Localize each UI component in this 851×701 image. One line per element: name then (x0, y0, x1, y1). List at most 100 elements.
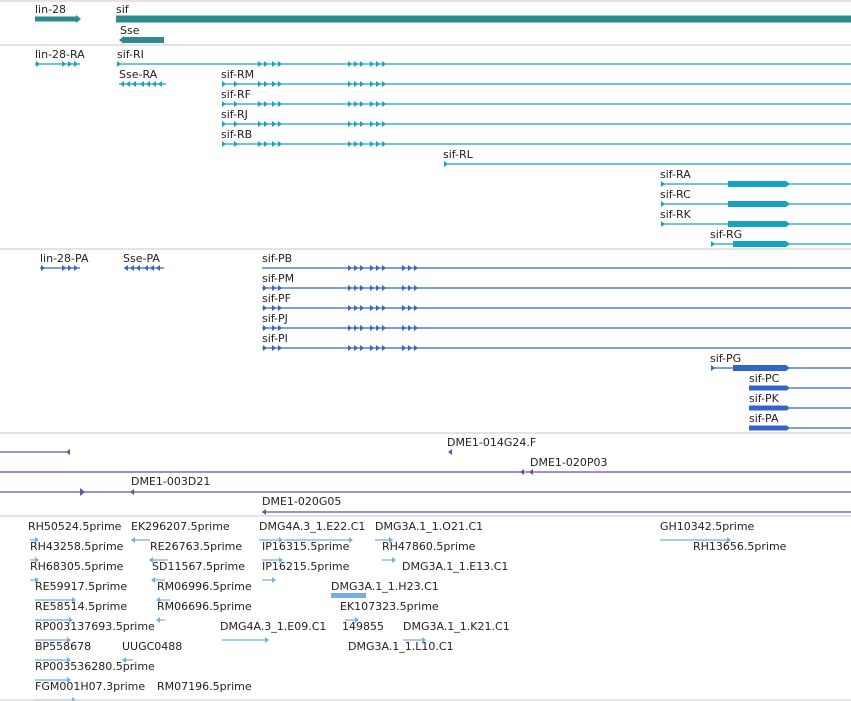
exon-arrow (360, 141, 364, 147)
transcript-label[interactable]: sif-RG (710, 228, 742, 241)
gene-bar (35, 16, 76, 22)
est-label[interactable]: RH68305.5prime (30, 560, 124, 573)
est-label[interactable]: IP16315.5prime (262, 540, 350, 553)
est-label[interactable]: UUGC0488 (122, 640, 182, 653)
protein-label[interactable]: lin-28-PA (40, 252, 89, 265)
est-label[interactable]: DMG3A.1_1.E13.C1 (402, 560, 508, 573)
exon-arrow (408, 305, 412, 311)
exon-arrow (370, 141, 374, 147)
exon-arrow (152, 81, 156, 87)
transcript-label[interactable]: sif-RM (221, 68, 254, 81)
transcript-label[interactable]: sif-RC (660, 188, 691, 201)
transcript-label[interactable]: sif-RL (443, 148, 474, 161)
transcript-label[interactable]: sif-RI (117, 48, 144, 61)
clone-label[interactable]: DME1-014G24.F (447, 436, 536, 449)
exon-arrow (258, 121, 262, 127)
exon-arrow (354, 345, 358, 351)
exon-arrow (382, 325, 386, 331)
exon-arrow (144, 265, 148, 271)
gene-label[interactable]: Sse (120, 24, 140, 37)
exon-arrow (278, 305, 282, 311)
transcript-label[interactable]: sif-RJ (221, 108, 248, 121)
est-label[interactable]: RP003536280.5prime (35, 660, 155, 673)
protein-label[interactable]: Sse-PA (123, 252, 160, 265)
clone-label[interactable]: DME1-020G05 (262, 495, 341, 508)
est-label[interactable]: BP558678 (35, 640, 91, 653)
protein-label[interactable]: sif-PM (262, 272, 294, 285)
est-label[interactable]: RE26763.5prime (150, 540, 242, 553)
exon-arrow (222, 101, 226, 107)
exon-arrow (117, 61, 121, 67)
exon-arrow (258, 61, 262, 67)
transcript-label[interactable]: sif-RF (221, 88, 251, 101)
est-label[interactable]: SD11567.5prime (152, 560, 245, 573)
clone-label[interactable]: DME1-020P03 (530, 456, 608, 469)
protein-label[interactable]: sif-PK (749, 392, 780, 405)
est-label[interactable]: RE59917.5prime (35, 580, 127, 593)
est-label[interactable]: RM07196.5prime (157, 680, 252, 693)
transcript-label[interactable]: lin-28-RA (35, 48, 85, 61)
est-label[interactable]: DMG3A.1_1.L10.C1 (348, 640, 454, 653)
est-arrow (35, 557, 39, 563)
est-arrow (149, 557, 153, 563)
est-label[interactable]: RP003137693.5prime (35, 620, 155, 633)
transcript-label[interactable]: sif-RB (221, 128, 252, 141)
est-label[interactable]: RH43258.5prime (30, 540, 124, 553)
transcript-label[interactable]: sif-RK (660, 208, 692, 221)
est-label[interactable]: EK296207.5prime (131, 520, 230, 533)
exon-arrow (370, 325, 374, 331)
est-label[interactable]: DMG3A.1_1.K21.C1 (403, 620, 510, 633)
exon-arrow (360, 81, 364, 87)
exon-arrow (382, 61, 386, 67)
est-label[interactable]: 149855 (342, 620, 384, 633)
est-label[interactable]: DMG3A.1_1.O21.C1 (375, 520, 483, 533)
est-label[interactable]: DMG3A.1_1.H23.C1 (331, 580, 439, 593)
est-label[interactable]: RM06996.5prime (157, 580, 252, 593)
est-label[interactable]: RM06696.5prime (157, 600, 252, 613)
exon-arrow (786, 241, 790, 247)
est-label[interactable]: IP16215.5prime (262, 560, 350, 573)
est-label[interactable]: RH50524.5prime (28, 520, 122, 533)
est-label[interactable]: RH47860.5prime (382, 540, 476, 553)
exon-arrow (370, 121, 374, 127)
exon-arrow (264, 61, 268, 67)
exon-arrow (786, 365, 790, 371)
protein-label[interactable]: sif-PF (262, 292, 291, 305)
exon-arrow (68, 61, 72, 67)
cds-bar (749, 425, 786, 431)
est-arrow (35, 577, 39, 583)
est-label[interactable]: DMG4A.3_1.E09.C1 (220, 620, 326, 633)
est-label[interactable]: DMG4A.3_1.E22.C1 (259, 520, 365, 533)
exon-arrow (348, 61, 352, 67)
protein-label[interactable]: sif-PA (749, 412, 779, 425)
gene-label[interactable]: sif (116, 3, 130, 16)
transcript-label[interactable]: Sse-RA (119, 68, 158, 81)
exon-arrow (661, 221, 665, 227)
est-label[interactable]: GH10342.5prime (660, 520, 755, 533)
protein-label[interactable]: sif-PG (710, 352, 741, 365)
exon-arrow (278, 345, 282, 351)
exon-arrow (234, 141, 238, 147)
exon-arrow (272, 81, 276, 87)
est-arrow (349, 537, 353, 543)
exon-arrow (272, 61, 276, 67)
exon-arrow (140, 81, 144, 87)
transcript-label[interactable]: sif-RA (660, 168, 691, 181)
est-label[interactable]: EK107323.5prime (340, 600, 439, 613)
exon-arrow (278, 141, 282, 147)
protein-label[interactable]: sif-PC (749, 372, 780, 385)
est-label[interactable]: FGM001H07.3prime (35, 680, 145, 693)
exon-arrow (272, 305, 276, 311)
protein-label[interactable]: sif-PJ (262, 312, 288, 325)
protein-label[interactable]: sif-PI (262, 332, 288, 345)
clone-label[interactable]: DME1-003D21 (131, 475, 210, 488)
exon-arrow (136, 265, 140, 271)
est-label[interactable]: RE58514.5prime (35, 600, 127, 613)
exon-arrow (258, 141, 262, 147)
protein-label[interactable]: sif-PB (262, 252, 292, 265)
gene-label[interactable]: lin-28 (35, 3, 66, 16)
est-label[interactable]: RH13656.5prime (693, 540, 787, 553)
est-arrow (265, 637, 269, 643)
exon-arrow (402, 265, 406, 271)
